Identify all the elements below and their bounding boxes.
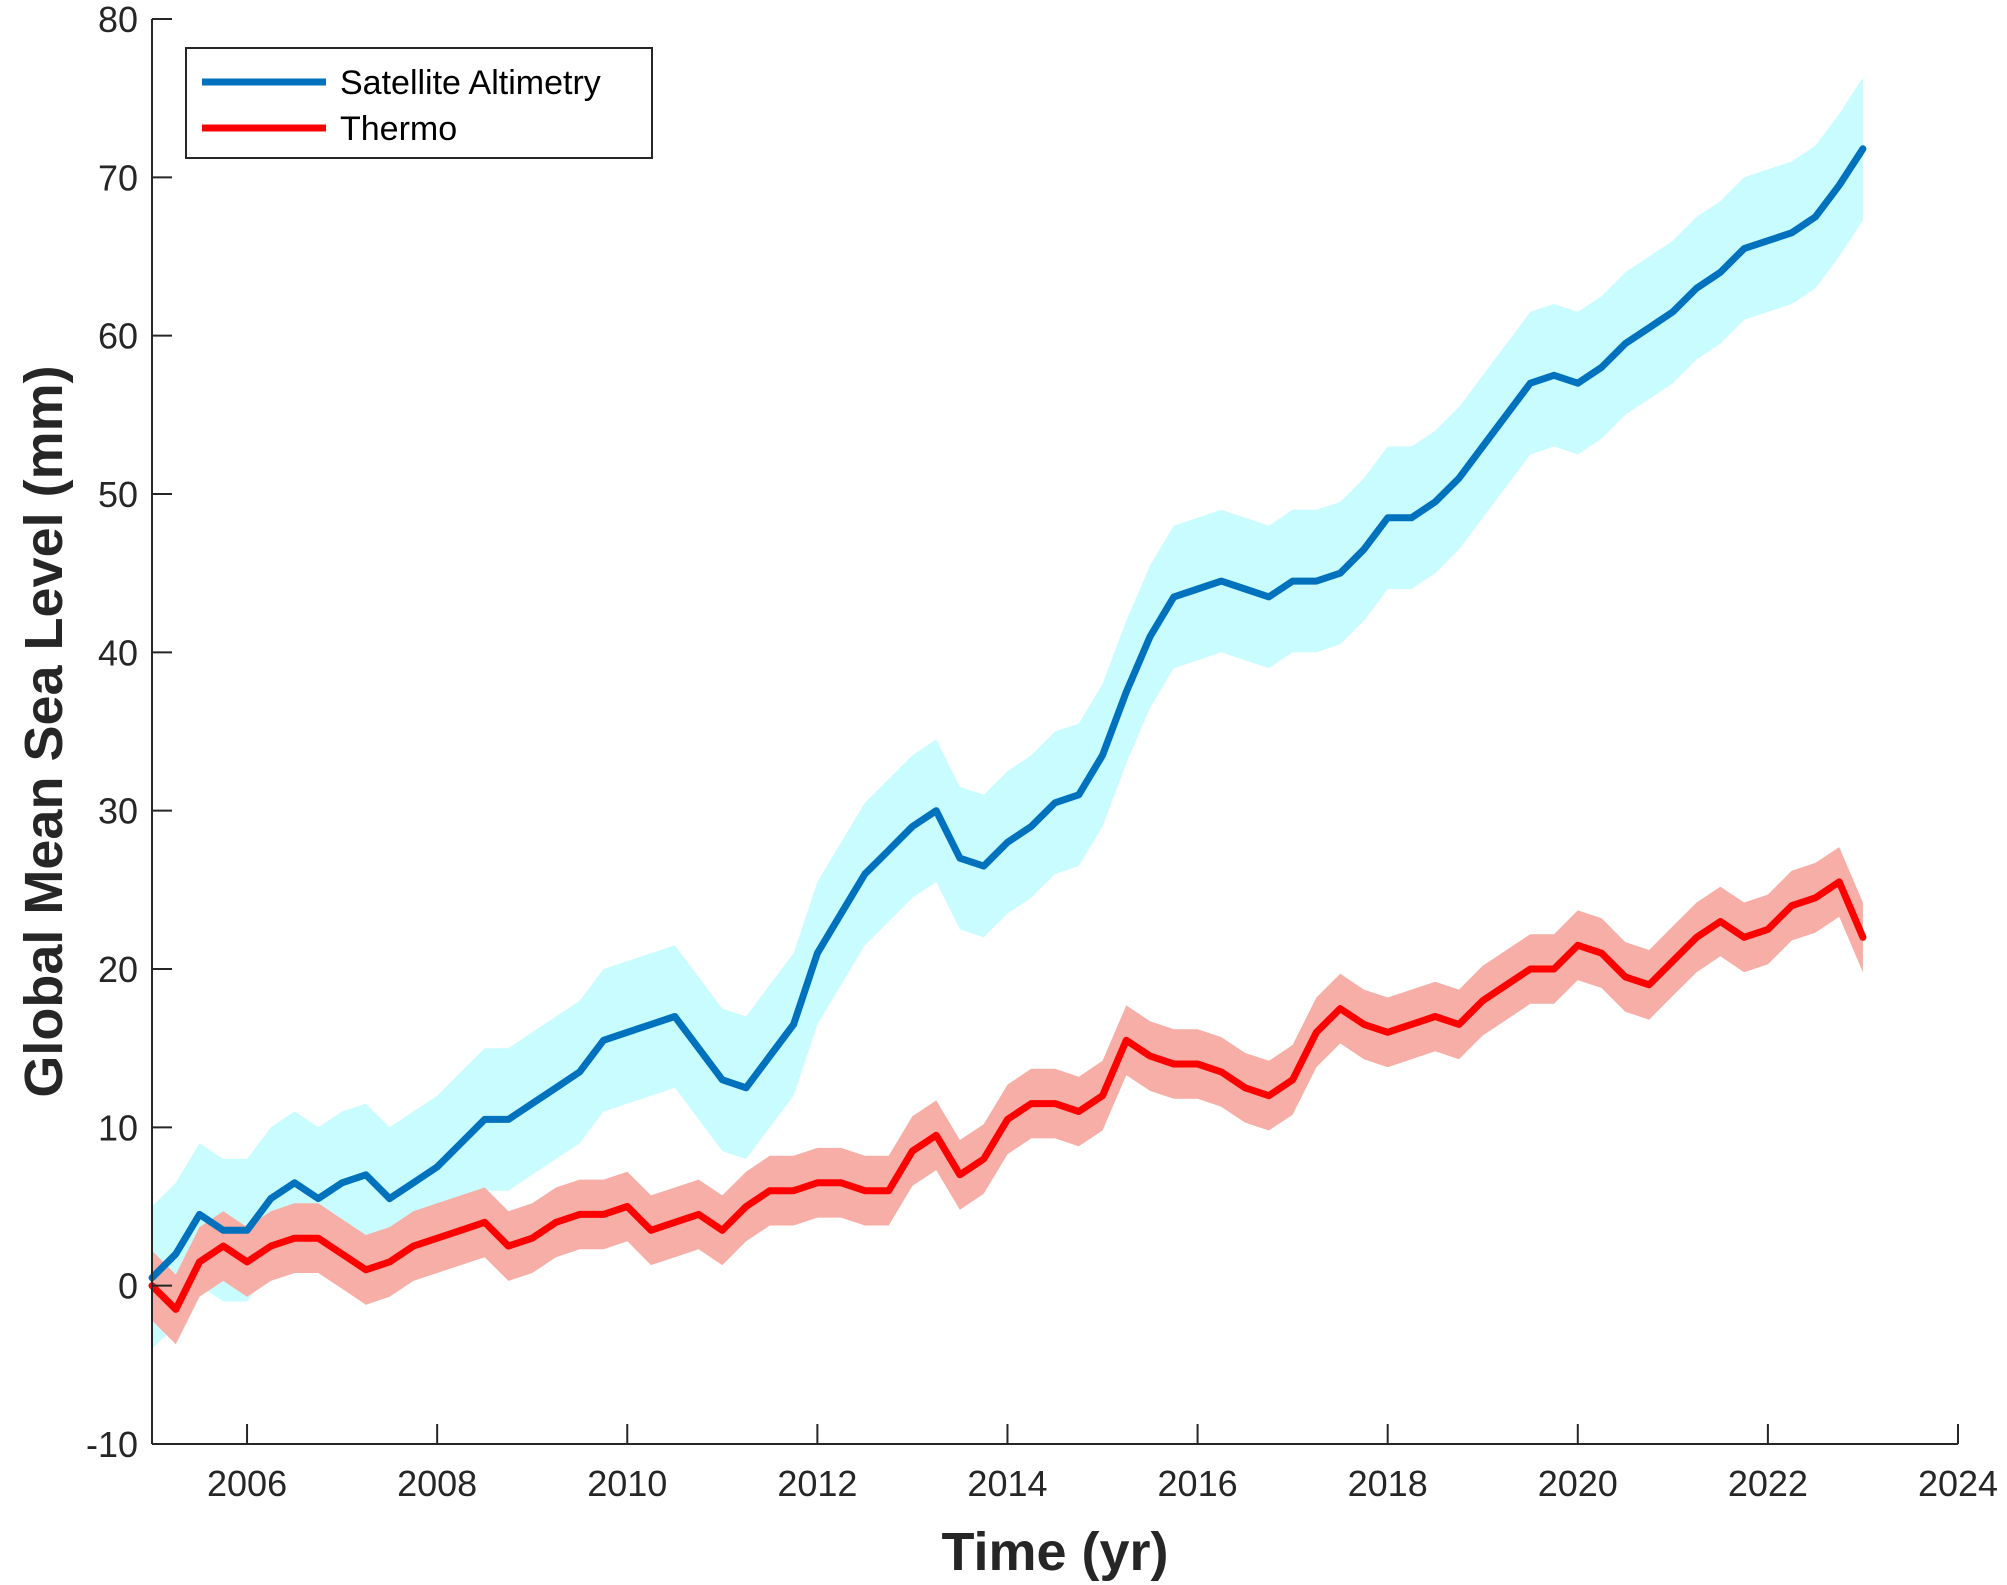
y-tick-label: 0 bbox=[118, 1266, 138, 1307]
x-ticks: 2006 2008 2010 2012 2014 2016 2018 2020 2022 2024 bbox=[207, 1424, 1998, 1504]
x-tick-label: 2006 bbox=[207, 1463, 287, 1504]
x-tick-label: 2022 bbox=[1728, 1463, 1808, 1504]
y-axis-title: Global Mean Sea Level (mm) bbox=[14, 365, 74, 1097]
x-tick-label: 2014 bbox=[967, 1463, 1047, 1504]
x-tick-label: 2016 bbox=[1158, 1463, 1238, 1504]
y-tick-label: 20 bbox=[98, 949, 138, 990]
y-tick-label: -10 bbox=[86, 1424, 138, 1465]
x-tick-label: 2024 bbox=[1918, 1463, 1998, 1504]
x-axis-title: Time (yr) bbox=[941, 1522, 1168, 1582]
x-tick-label: 2008 bbox=[397, 1463, 477, 1504]
uncertainty-bands bbox=[152, 77, 1863, 1350]
band-satellite-altimetry bbox=[152, 77, 1863, 1350]
legend-label-satellite-altimetry: Satellite Altimetry bbox=[340, 64, 601, 102]
x-tick-label: 2012 bbox=[777, 1463, 857, 1504]
x-tick-label: 2020 bbox=[1538, 1463, 1618, 1504]
axes bbox=[151, 19, 1958, 1445]
y-tick-label: 10 bbox=[98, 1107, 138, 1148]
y-tick-label: 60 bbox=[98, 316, 138, 357]
series-lines bbox=[148, 145, 1867, 1313]
y-tick-label: 50 bbox=[98, 474, 138, 515]
legend-box bbox=[185, 47, 653, 159]
legend-label-thermo: Thermo bbox=[340, 110, 457, 148]
y-tick-label: 80 bbox=[98, 0, 138, 40]
y-tick-label: 30 bbox=[98, 791, 138, 832]
x-tick-label: 2010 bbox=[587, 1463, 667, 1504]
x-tick-label: 2018 bbox=[1348, 1463, 1428, 1504]
line-satellite-altimetry bbox=[148, 145, 1867, 1282]
legend: Satellite Altimetry Thermo bbox=[185, 47, 653, 159]
y-ticks: -10 0 10 20 30 40 50 60 70 80 bbox=[86, 0, 172, 1465]
band-thermo bbox=[152, 847, 1863, 1345]
line-thermo bbox=[148, 878, 1867, 1313]
y-tick-label: 70 bbox=[98, 157, 138, 198]
y-tick-label: 40 bbox=[98, 632, 138, 673]
